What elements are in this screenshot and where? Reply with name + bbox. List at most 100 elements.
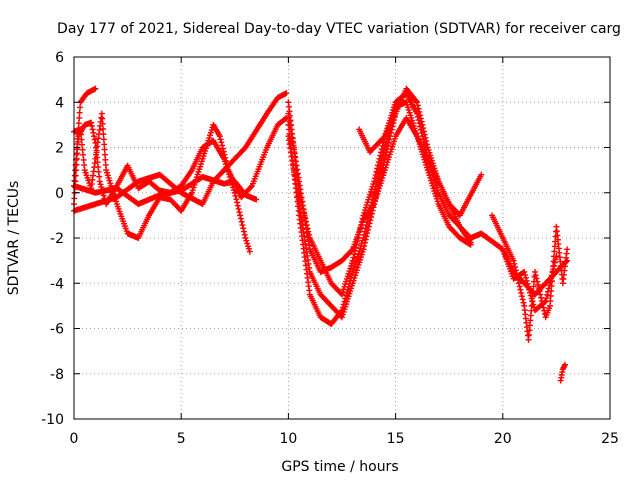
data-point-marker [365,212,372,219]
data-point-marker [303,222,310,229]
data-point-marker [102,161,109,168]
data-point-marker [380,150,387,157]
data-point-marker [358,222,365,229]
data-point-marker [349,257,356,264]
data-point-marker [235,205,242,212]
data-point-marker [76,114,83,121]
data-point-marker [88,123,95,130]
data-point-marker [525,283,532,290]
data-point-marker [364,218,371,225]
data-point-marker [521,268,528,275]
data-point-marker [382,141,389,148]
data-point-marker [515,280,522,287]
data-point-marker [545,285,552,292]
data-point-marker [371,189,378,196]
x-tick-label: 0 [70,431,79,447]
data-point-marker [98,110,105,117]
data-point-marker [378,157,385,164]
data-point-marker [88,119,95,126]
data-point-marker [354,238,361,245]
data-point-marker [478,171,485,178]
y-tick-label: -2 [50,231,64,247]
data-point-marker [511,260,518,267]
data-point-marker [368,202,375,209]
data-point-marker [297,196,304,203]
data-point-marker [101,151,108,158]
data-point-marker [219,142,226,149]
data-point-marker [374,176,381,183]
data-point-marker [240,225,247,232]
data-point-marker [223,157,230,164]
data-point-marker [100,131,107,138]
data-point-marker [80,156,87,163]
data-point-marker [74,138,81,145]
data-point-marker [561,361,568,368]
data-series [356,110,399,156]
data-point-marker [79,141,86,148]
data-point-marker [536,288,543,295]
data-point-marker [341,298,348,305]
data-point-marker [415,117,422,124]
y-tick-label: -6 [50,322,64,338]
data-point-marker [306,231,313,238]
y-tick-label: -8 [50,367,64,383]
data-point-marker [233,196,240,203]
data-point-marker [466,241,473,248]
data-point-marker [379,154,386,161]
data-point-marker [80,151,87,158]
data-point-marker [77,131,84,138]
data-point-marker [383,138,390,145]
data-point-marker [296,192,303,199]
data-point-marker [367,205,374,212]
data-point-marker [92,85,99,92]
data-point-marker [414,113,421,120]
data-point-marker [360,235,367,241]
data-point-marker [81,162,88,169]
data-point-marker [547,278,554,285]
data-point-marker [77,104,84,111]
data-layer [71,85,571,384]
data-point-marker [368,199,375,206]
y-tick-label: 0 [55,186,64,202]
data-point-marker [101,146,108,153]
data-point-marker [522,271,529,278]
y-tick-label: 6 [55,50,64,66]
data-point-marker [97,181,104,188]
data-point-marker [519,296,526,303]
data-point-marker [303,218,310,225]
data-point-marker [77,126,84,133]
data-point-marker [548,272,555,279]
data-point-marker [526,286,533,293]
data-point-marker [245,245,252,252]
data-point-marker [359,215,366,222]
data-point-marker [346,280,353,287]
data-point-marker [301,212,308,219]
data-point-marker [340,301,347,308]
x-tick-label: 15 [387,431,405,447]
data-point-marker [283,90,290,97]
data-point-marker [381,147,388,154]
data-point-marker [352,244,359,251]
data-point-marker [381,144,388,151]
data-point-marker [96,178,103,185]
x-tick-label: 10 [279,431,297,447]
data-point-marker [376,167,383,174]
data-point-marker [245,243,252,250]
data-point-marker [419,133,426,140]
data-point-marker [510,257,517,264]
data-point-marker [423,152,430,159]
data-point-marker [527,292,534,299]
data-point-marker [529,298,536,305]
data-point-marker [363,222,370,229]
data-point-marker [102,156,109,163]
data-point-marker [391,106,398,113]
data-point-marker [375,170,382,177]
data-point-marker [243,237,250,244]
data-point-marker [418,129,425,136]
data-point-marker [369,196,376,203]
x-tick-label: 5 [177,431,186,447]
data-point-marker [357,225,364,232]
data-point-marker [247,184,254,191]
